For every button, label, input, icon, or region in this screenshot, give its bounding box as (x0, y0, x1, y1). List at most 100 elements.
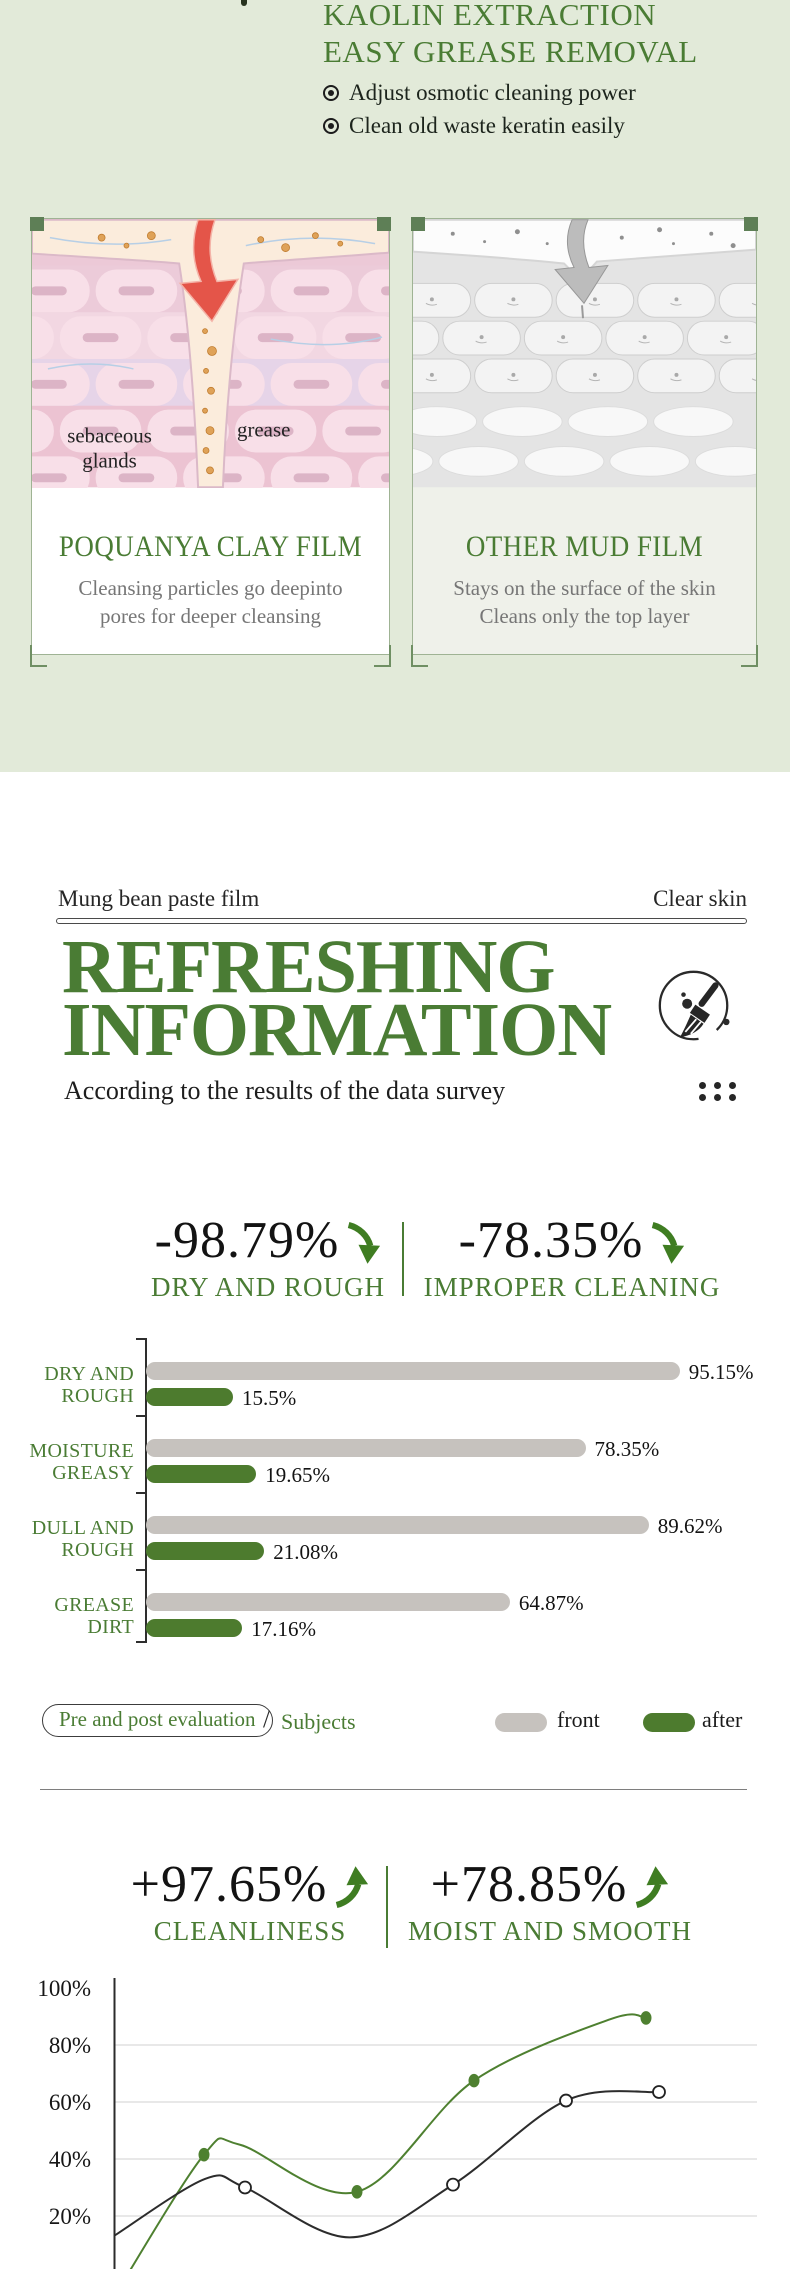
bar-value-label: 64.87% (518, 1591, 584, 1615)
legend-swatch-front (495, 1713, 547, 1732)
comparison-card-clay-film: sebaceous glands grease POQUANYA CLAY FI… (30, 217, 391, 667)
meta-left: Mung bean paste film (58, 886, 260, 911)
legend-subjects: Subjects (281, 1709, 356, 1734)
stat-value: +97.65% (70, 1858, 430, 1912)
bar-front (146, 1516, 649, 1534)
meta-row: Mung bean paste film Clear skin (58, 886, 747, 912)
stat-value: -98.79% (88, 1214, 448, 1268)
annotation-grease: grease (237, 418, 290, 442)
corner-bracket-decor (30, 645, 47, 667)
bullet-item: Clean old waste keratin easily (323, 113, 636, 139)
hero-section: KAOLIN EXTRACTION EASY GREASE REMOVAL Ad… (0, 0, 790, 772)
bar-chart-tick (136, 1641, 145, 1643)
bar-after (146, 1388, 233, 1406)
card-description: Stays on the surface of the skin Cleans … (453, 576, 716, 628)
trend-up-icon (335, 1866, 369, 1909)
data-point-filled (640, 2011, 652, 2025)
card-title: POQUANYA CLAY FILM (58, 530, 363, 563)
stat-improper-cleaning: -78.35% IMPROPER CLEANING (392, 1214, 752, 1303)
bar-value-label: 89.62% (657, 1514, 723, 1538)
bar-chart: DRY AND ROUGH 95.15% 15.5% MOISTURE GREASY 78.… (0, 1338, 790, 1650)
hero-title-line2: EASY GREASE REMOVAL (323, 34, 698, 69)
comparison-card-other-mud: OTHER MUD FILM Stays on the surface of t… (411, 217, 758, 667)
stat-label: MOIST AND SMOOTH (407, 1916, 693, 1946)
stat-divider (386, 1866, 388, 1948)
stat-divider (402, 1222, 404, 1296)
hero-bullets: Adjust osmotic cleaning power Clean old … (323, 80, 636, 146)
stat-label: CLEANLINESS (153, 1916, 347, 1946)
corner-bracket-decor (411, 645, 428, 667)
bar-value-label: 17.16% (251, 1617, 317, 1641)
bar-category-label: DULL AND ROUGH (31, 1517, 134, 1561)
y-tick-label: 100% (37, 1976, 91, 2001)
dots-grid-icon (699, 1082, 736, 1101)
legend-swatch-after (643, 1713, 695, 1732)
bar-value-label: 78.35% (594, 1437, 660, 1461)
stat-value: -78.35% (392, 1214, 752, 1268)
annotation-sebaceous: sebaceous (67, 424, 152, 448)
page-subtitle: According to the results of the data sur… (64, 1076, 506, 1105)
legend-pill: Pre and post evaluation (42, 1704, 273, 1737)
bullet-text: Clean old waste keratin easily (349, 113, 625, 138)
bar-value-label: 15.5% (241, 1386, 297, 1410)
page-title: REFRESHING INFORMATION (62, 925, 612, 1072)
corner-square-decor (30, 217, 44, 231)
legend-separator: / (263, 1706, 270, 1733)
data-point-open (446, 2177, 460, 2192)
bar-after (146, 1542, 265, 1560)
stat-cleanliness: +97.65% CLEANLINESS (70, 1858, 430, 1947)
y-tick-label: 60% (49, 2090, 91, 2115)
line-series-green-filled-dots (129, 2013, 647, 2269)
bar-after (146, 1465, 257, 1483)
stat-value: +78.85% (370, 1858, 730, 1912)
hero-title: KAOLIN EXTRACTION EASY GREASE REMOVAL (323, 0, 698, 70)
trend-down-icon (651, 1221, 685, 1264)
bar-category-label: GREASE DIRT (54, 1594, 134, 1638)
corner-bracket-decor (374, 645, 391, 667)
bar-value-label: 95.15% (688, 1360, 754, 1384)
bar-value-label: 21.08% (273, 1540, 338, 1564)
skin-diagram-clay-film: sebaceous glands grease (32, 219, 389, 488)
card-description: Cleansing particles go deepinto pores fo… (78, 576, 343, 628)
y-tick-label: 40% (49, 2147, 91, 2172)
bullet-item: Adjust osmotic cleaning power (323, 80, 636, 106)
section-divider (40, 1789, 747, 1790)
bar-value-label: 19.65% (265, 1463, 330, 1487)
stat-label: DRY AND ROUGH (150, 1272, 386, 1302)
legend-label-after: after (702, 1707, 743, 1732)
annotation-glands: glands (82, 448, 137, 472)
data-point-open (238, 2180, 252, 2195)
line-chart: 100% 80% 60% 40% 20% (37, 1976, 757, 2269)
bar-chart-tick (136, 1338, 145, 1340)
meta-underline (56, 918, 747, 924)
legend-label-front: front (557, 1707, 600, 1732)
corner-bracket-decor (741, 645, 758, 667)
fisheye-bullet-icon (323, 85, 339, 101)
bar-chart-tick (136, 1569, 145, 1571)
y-tick-label: 80% (49, 2033, 91, 2058)
card-title: OTHER MUD FILM (465, 530, 704, 563)
data-point-filled (468, 2073, 480, 2088)
bar-category-label: MOISTURE GREASY (29, 1440, 134, 1484)
data-point-filled (351, 2184, 363, 2199)
data-point-filled (198, 2147, 210, 2162)
bar-front (146, 1439, 586, 1457)
cropped-decor-mark (241, 0, 247, 6)
bar-chart-tick (136, 1415, 145, 1417)
trend-up-icon (635, 1866, 669, 1909)
corner-square-decor (744, 217, 758, 231)
y-tick-label: 20% (49, 2204, 91, 2229)
stat-label: IMPROPER CLEANING (423, 1272, 721, 1302)
bar-category-label: DRY AND ROUGH (44, 1363, 134, 1407)
skin-diagram-other-mud (413, 219, 756, 488)
bar-front (146, 1362, 680, 1380)
data-point-open (559, 2093, 573, 2108)
trend-down-icon (347, 1221, 381, 1264)
hero-title-line1: KAOLIN EXTRACTION (323, 0, 657, 32)
corner-square-decor (377, 217, 391, 231)
fisheye-bullet-icon (323, 118, 339, 134)
broom-icon (658, 970, 740, 1052)
data-point-open (652, 2085, 666, 2099)
stat-dry-and-rough: -98.79% DRY AND ROUGH (88, 1214, 448, 1303)
